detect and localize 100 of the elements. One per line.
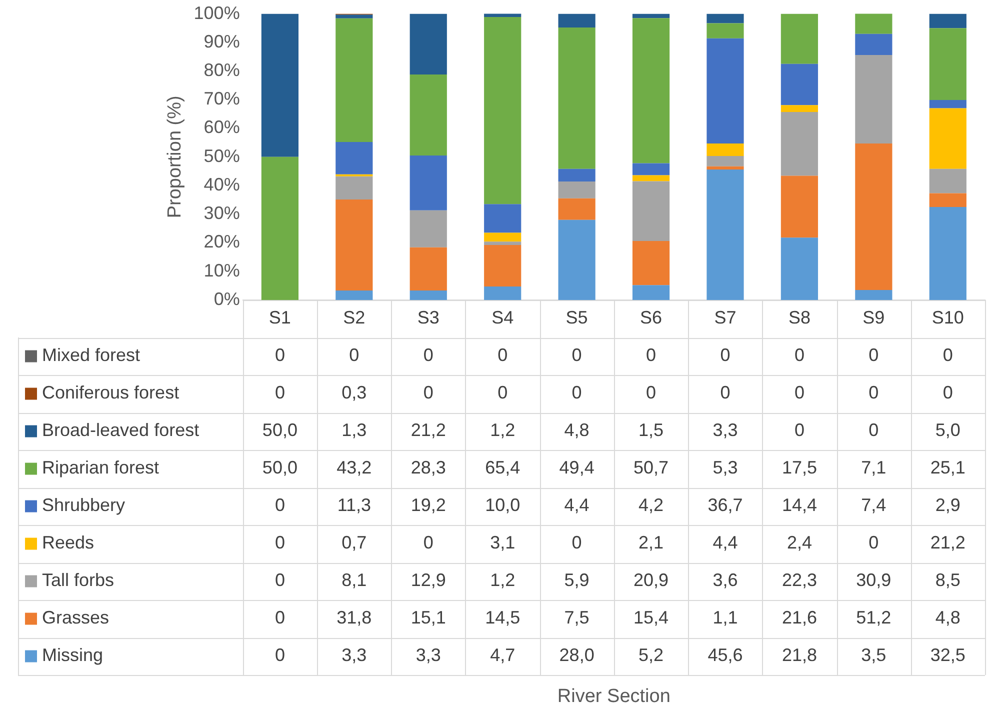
data-label: 30,9 [856, 570, 892, 590]
bar [410, 74, 447, 156]
legend-label: Riparian forest [42, 458, 160, 478]
y-axis-title: Proportion (%) [164, 96, 186, 218]
bar [929, 193, 966, 207]
bar [929, 206, 966, 300]
y-tick-label: 90% [204, 31, 240, 52]
bar [780, 105, 818, 112]
bar [929, 168, 966, 194]
bar [706, 169, 744, 300]
bar [706, 23, 744, 38]
data-label: 3,1 [490, 532, 516, 553]
bar [336, 14, 373, 18]
x-tick-label: S2 [343, 308, 366, 328]
data-label: 0 [274, 608, 285, 628]
x-tick-label: S7 [714, 308, 736, 328]
data-label: 0 [646, 345, 656, 366]
data-label: 4,4 [564, 495, 590, 516]
bar [261, 14, 298, 157]
data-label: 0 [498, 382, 508, 403]
data-label: 0 [794, 420, 804, 440]
bar [558, 198, 596, 220]
bar [558, 220, 596, 300]
bar [558, 182, 596, 198]
data-label: 0 [794, 345, 804, 366]
data-label: 3,3 [712, 420, 738, 440]
data-label: 65,4 [485, 458, 520, 478]
bar [706, 38, 744, 144]
bar [410, 155, 447, 210]
data-label: 14,4 [782, 495, 817, 516]
data-label: 0 [349, 345, 360, 366]
data-label: 28,3 [410, 458, 446, 478]
data-label: 5,9 [564, 570, 590, 590]
data-label: 1,3 [342, 420, 367, 440]
legend-label: Broad-leaved forest [42, 420, 200, 440]
data-label: 0 [572, 382, 582, 403]
bar [484, 204, 522, 233]
y-tick-label: 60% [204, 117, 240, 138]
bar [632, 163, 670, 176]
data-label: 3,3 [416, 645, 441, 666]
bar [632, 14, 670, 18]
data-label: 4,2 [638, 495, 664, 516]
data-label: 14,5 [485, 608, 520, 628]
bar [780, 238, 818, 300]
bar [484, 245, 522, 287]
bar [855, 290, 892, 300]
data-label: 4,4 [712, 532, 738, 553]
data-label: 50,7 [634, 458, 669, 478]
y-tick-label: 0% [214, 288, 240, 309]
bar [632, 18, 670, 164]
bar [336, 176, 373, 200]
x-tick-label: S4 [492, 308, 514, 328]
bar [261, 156, 298, 300]
data-label: 45,6 [708, 645, 743, 666]
legend-label: Tall forbs [42, 570, 114, 590]
bar [558, 28, 596, 169]
x-tick-label: S3 [417, 308, 440, 328]
data-label: 0 [646, 382, 656, 403]
x-tick-label: S9 [862, 308, 885, 328]
y-tick-label: 80% [204, 60, 240, 80]
bar [336, 290, 373, 300]
data-label: 50,0 [262, 458, 298, 478]
legend-label: Mixed forest [42, 345, 140, 366]
bar [855, 55, 892, 144]
data-label: 21,2 [410, 420, 446, 440]
data-label: 36,7 [708, 495, 743, 516]
data-label: 0,3 [342, 382, 367, 403]
data-label: 1,5 [638, 420, 664, 440]
bar [484, 232, 522, 242]
bar [336, 142, 373, 174]
bar [929, 14, 966, 28]
data-label: 1,2 [490, 570, 516, 590]
bar [780, 14, 818, 64]
data-label: 2,1 [638, 532, 664, 553]
bar [484, 242, 522, 246]
data-label: 3,3 [342, 645, 367, 666]
data-label: 0 [868, 532, 879, 553]
data-label: 50,0 [262, 420, 298, 440]
data-label: 3,5 [861, 645, 886, 666]
data-label: 2,9 [935, 495, 960, 516]
legend-label: Coniferous forest [42, 382, 180, 403]
y-tick-label: 20% [204, 232, 240, 252]
data-label: 32,5 [930, 645, 966, 666]
legend-label: Grasses [42, 608, 110, 628]
data-label: 0 [274, 570, 285, 590]
data-label: 0 [572, 345, 582, 366]
data-label: 11,3 [337, 495, 372, 516]
data-label: 51,2 [856, 608, 892, 628]
data-label: 7,1 [861, 458, 886, 478]
legend-label: Shrubbery [42, 495, 126, 516]
bar [484, 286, 522, 300]
data-label: 0,7 [342, 532, 367, 553]
data-label: 2,4 [786, 532, 812, 553]
bar [558, 14, 596, 28]
data-label: 0 [868, 382, 879, 403]
y-tick-label: 30% [204, 203, 240, 224]
bar [929, 100, 966, 108]
data-label: 0 [423, 532, 434, 553]
data-label: 15,4 [634, 608, 669, 628]
bar [855, 143, 892, 290]
